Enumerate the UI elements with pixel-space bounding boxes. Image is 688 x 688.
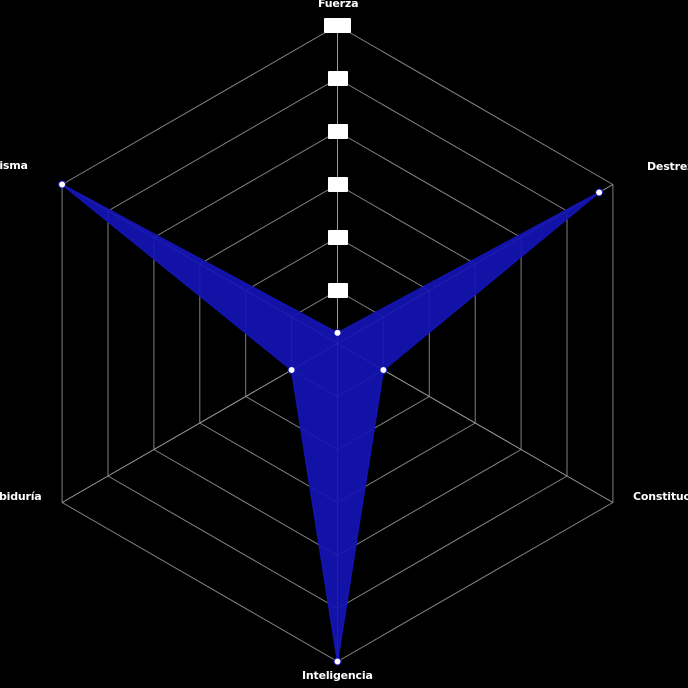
- radial-tick-label: 50: [328, 283, 348, 298]
- data-point-carisma[interactable]: [58, 180, 67, 189]
- data-point-sabiduría[interactable]: [287, 366, 296, 374]
- axis-label-sabiduría: Sabiduría: [0, 490, 42, 503]
- data-point-inteligencia[interactable]: [333, 657, 342, 666]
- series-polygon: [61, 183, 600, 662]
- radial-tick-label: 60: [328, 230, 348, 245]
- axis-label-destreza: Destreza: [647, 160, 688, 173]
- axis-label-carisma: Carisma: [0, 159, 28, 172]
- data-point-destreza[interactable]: [595, 188, 604, 197]
- data-point-constitución[interactable]: [379, 366, 388, 374]
- data-point-fuerza[interactable]: [333, 328, 342, 337]
- axis-label-fuerza: Fuerza: [318, 0, 359, 10]
- radial-tick-label: 100: [324, 18, 351, 33]
- series-area: [61, 183, 600, 662]
- axis-label-constitución: Constitución: [633, 490, 688, 503]
- series-markers: [58, 180, 604, 666]
- radial-tick-label: 70: [328, 177, 348, 192]
- radial-tick-label: 90: [328, 71, 348, 86]
- axis-label-inteligencia: Inteligencia: [302, 669, 373, 682]
- radial-tick-label: 80: [328, 124, 348, 139]
